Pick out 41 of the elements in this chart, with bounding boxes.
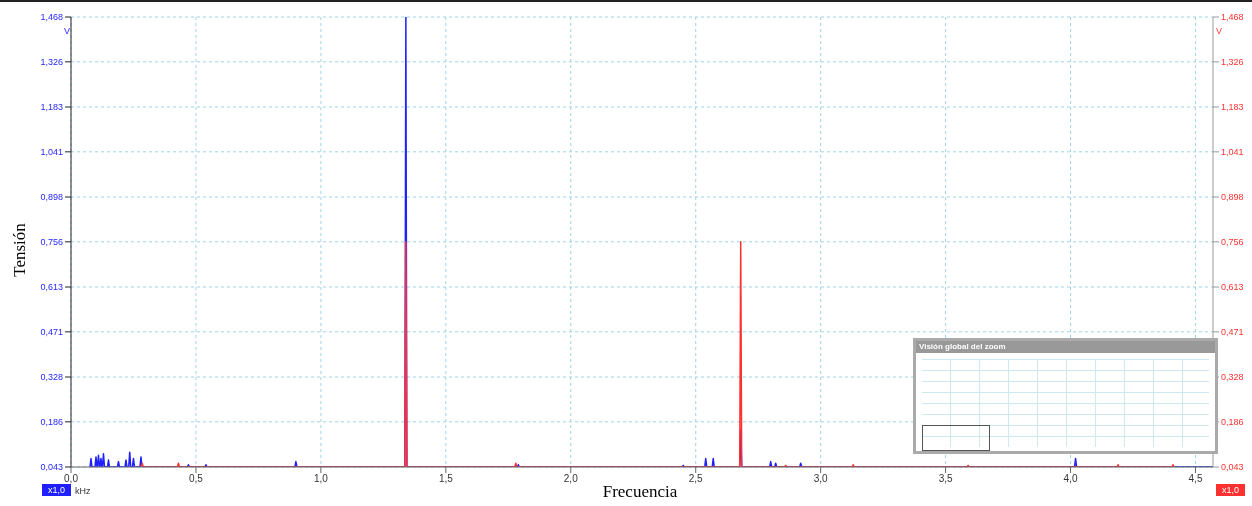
y-tick-label: 0,186 [40, 417, 63, 428]
text: x1,0 [1216, 484, 1246, 496]
zoom-overview-panel: Visión global del zoom [913, 338, 1218, 454]
y-tick-label: 1,041 [40, 147, 63, 158]
y-tick-label: 1,326 [40, 57, 63, 68]
text: x1,0 [42, 484, 72, 496]
x-tick-label: 4,5 [1188, 473, 1203, 485]
y2-tick-label: 1,468 [1221, 12, 1244, 23]
y-tick-label: 1,468 [40, 12, 63, 23]
y-tick-label: 0,471 [40, 327, 63, 338]
x-tick-label: 0,0 [64, 473, 79, 485]
y2-tick-label: 1,326 [1221, 57, 1244, 68]
y2-tick-label: 0,613 [1221, 282, 1244, 293]
y2-tick-label: 0,756 [1221, 237, 1244, 248]
annotation: Visión global del zoom [916, 341, 1215, 353]
x-tick-label: 3,0 [813, 473, 829, 485]
y2-tick-label: 1,041 [1221, 147, 1244, 158]
x-tick-label: 1,5 [438, 473, 454, 485]
y-tick-label: 0,613 [40, 282, 63, 293]
y-tick-label: 0,328 [40, 372, 63, 383]
y2-tick-label: 0,186 [1221, 417, 1244, 428]
y2-tick-label: 0,043 [1221, 462, 1244, 473]
x-axis-title: Frecuencia [602, 482, 678, 501]
y-tick-label: 0,756 [40, 237, 63, 248]
text: V [64, 26, 71, 36]
y-tick-label: 0,898 [40, 192, 63, 203]
x-tick-label: 1,0 [313, 473, 329, 485]
text: V [1216, 26, 1223, 36]
y-tick-label: 1,183 [40, 102, 63, 113]
y-tick-label: 0,043 [40, 462, 63, 473]
x-tick-label: 0,5 [188, 473, 204, 485]
x-tick-label: 2,5 [688, 473, 704, 485]
y2-tick-label: 0,471 [1221, 327, 1244, 338]
x-tick-label: 3,5 [938, 473, 953, 485]
y2-tick-label: 0,898 [1221, 192, 1244, 203]
text: kHz [75, 486, 91, 496]
y2-tick-label: 0,328 [1221, 372, 1244, 383]
x-tick-label: 4,0 [1063, 473, 1078, 485]
y2-tick-label: 1,183 [1221, 102, 1244, 113]
y-axis-title: Tensión [10, 223, 30, 277]
x-tick-label: 2,0 [563, 473, 579, 485]
